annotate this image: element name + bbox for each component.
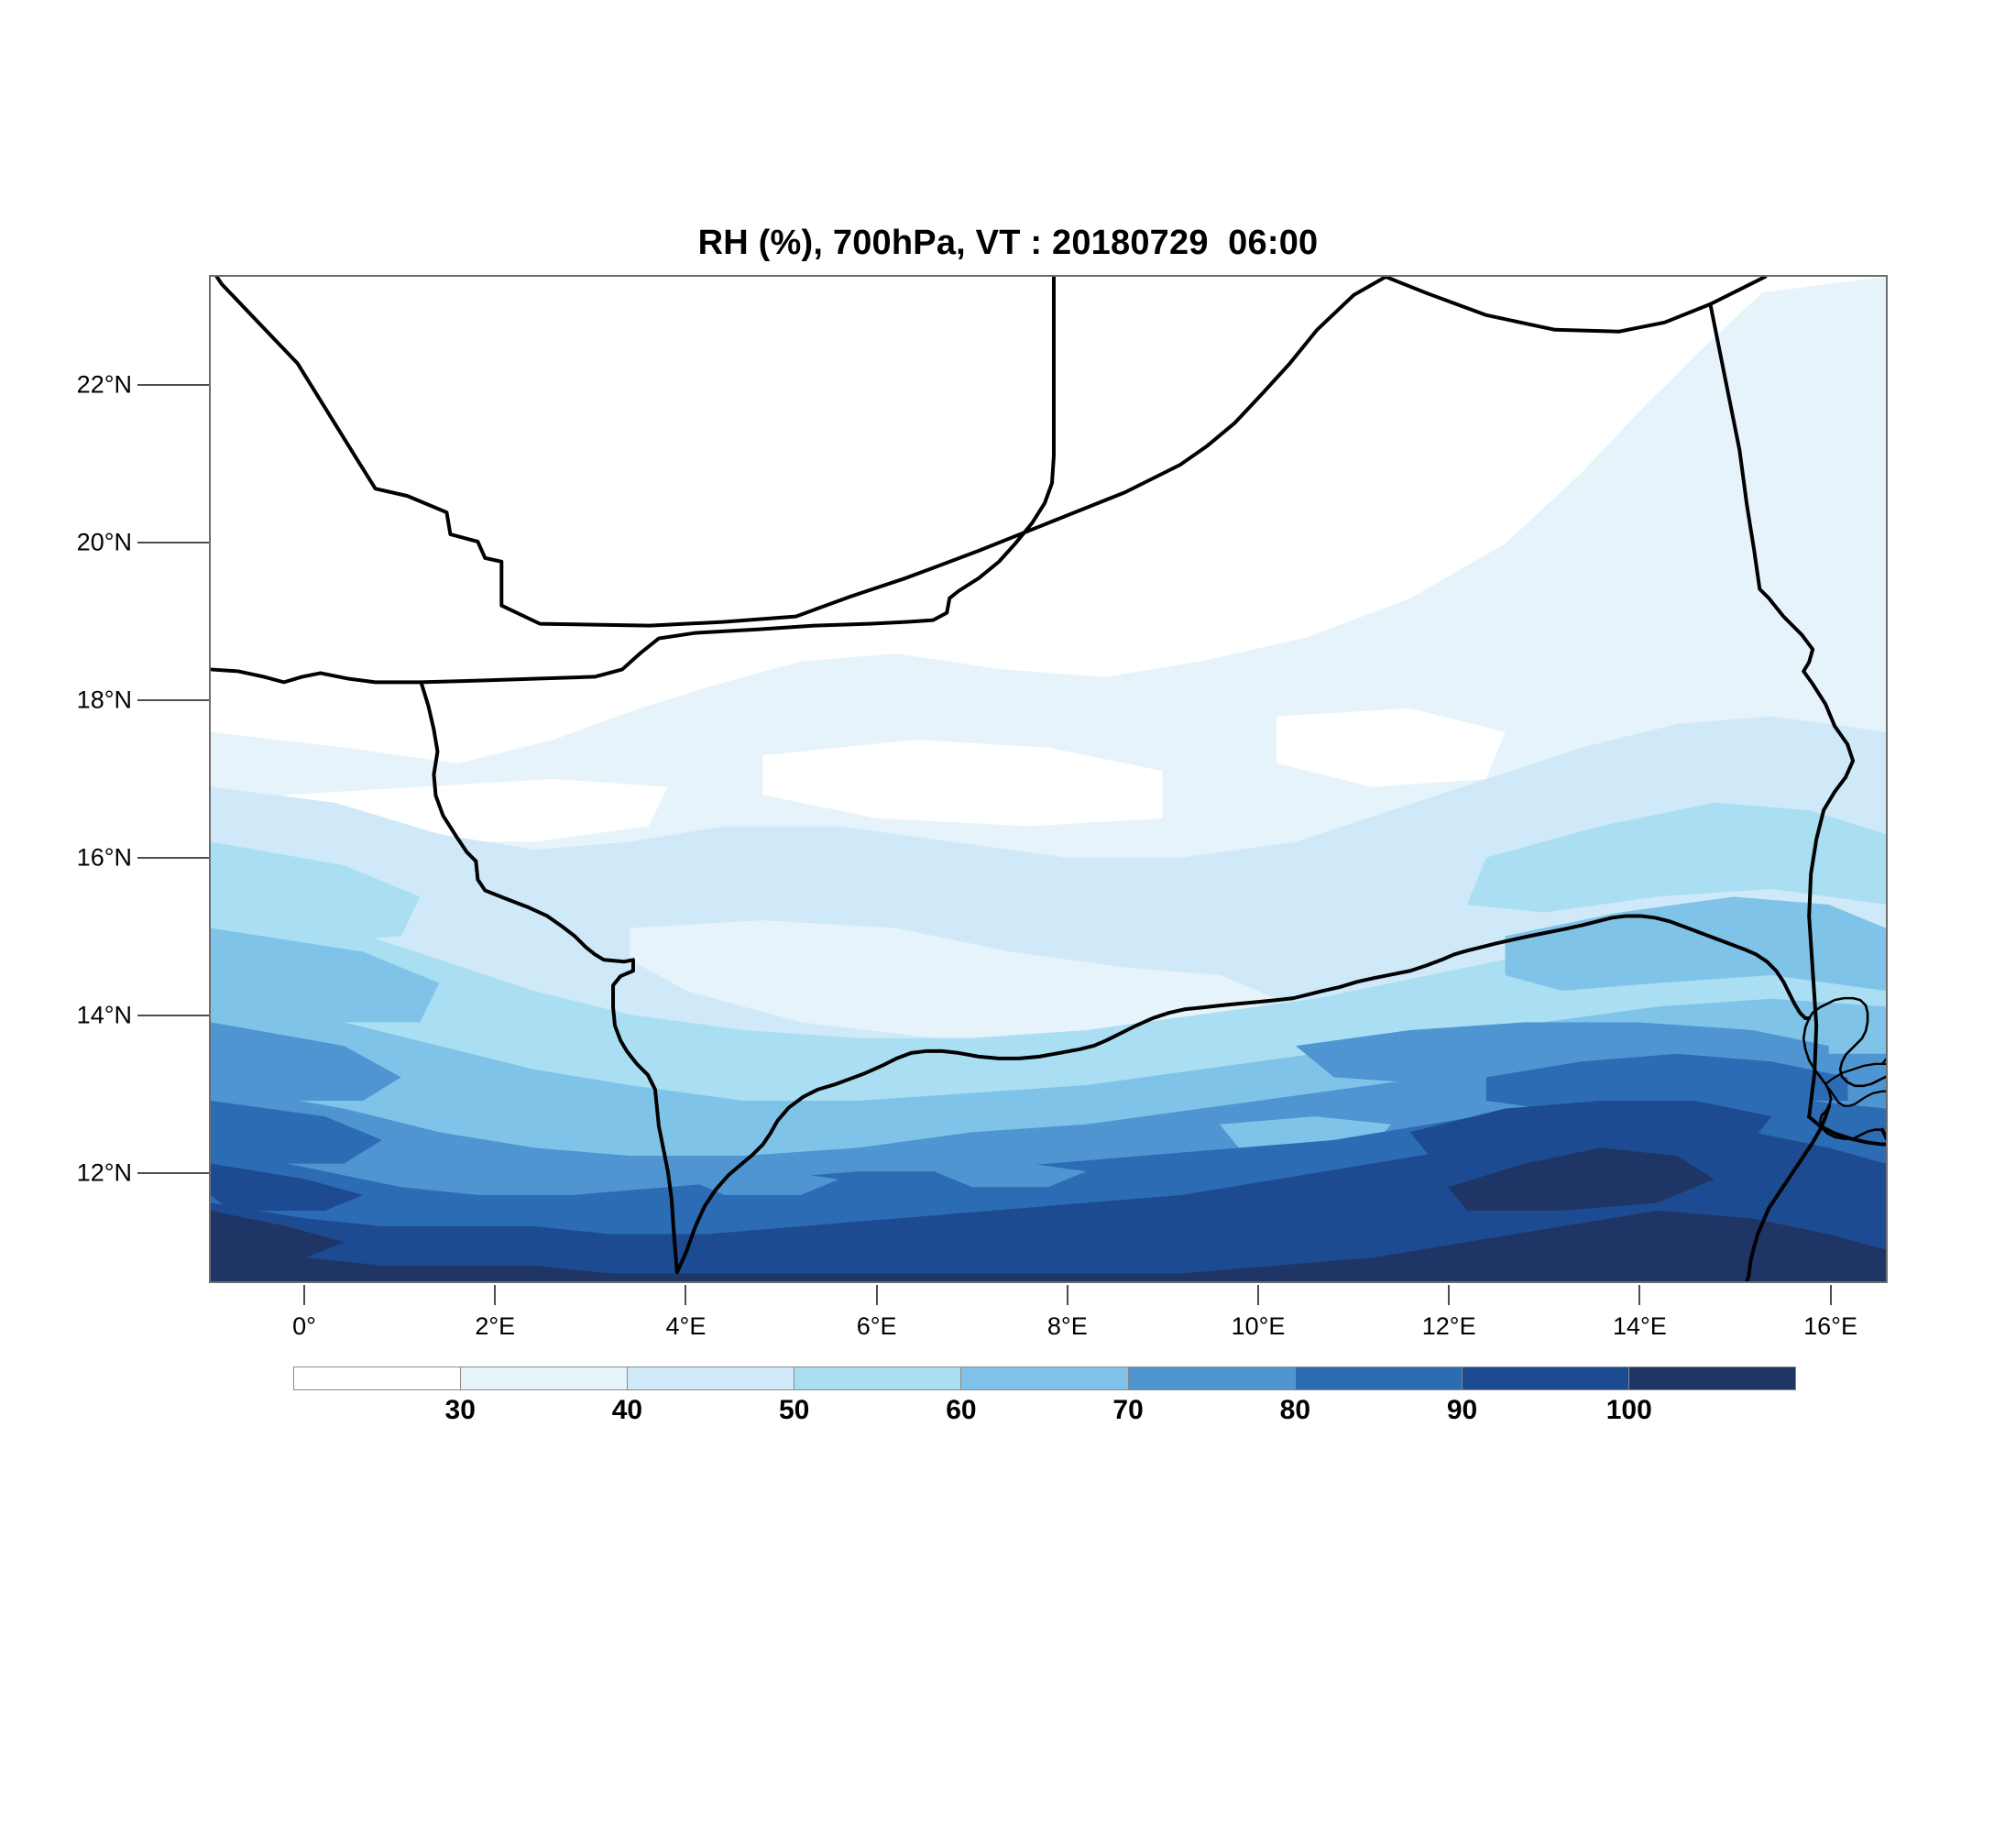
colorbar[interactable] [293,1367,1796,1390]
colorbar-tick-60: 60 [946,1395,977,1425]
ytick-mark [137,1014,209,1016]
xtick-label-10E: 10°E [1231,1312,1286,1340]
colorbar-swatch-5[interactable] [1128,1367,1296,1389]
colorbar-tick-30: 30 [444,1395,476,1425]
rh-band-50-60-ne-streak [1467,802,1886,913]
xtick-label-0: 0° [292,1312,316,1340]
rh-band-above-100 [211,1210,1886,1281]
ytick-label-18N: 18°N [76,686,132,714]
xtick-label-14E: 14°E [1612,1312,1667,1340]
rh-band-30-40-ne-lobe [1467,277,1886,638]
rh-band-80-90-lakechad-lobe [1485,1053,1848,1109]
colorbar-swatch-8[interactable] [1628,1367,1795,1389]
colorbar-swatch-1[interactable] [461,1367,629,1389]
xtick-mark [1066,1285,1068,1305]
ytick-label-20N: 20°N [76,528,132,556]
colorbar-swatch-6[interactable] [1295,1367,1463,1389]
relative-humidity-field [211,277,1886,1281]
colorbar-tick-50: 50 [778,1395,810,1425]
colorbar-swatch-7[interactable] [1462,1367,1629,1389]
xtick-mark [494,1285,497,1305]
rh-hole-70-in-80-b [934,1163,1087,1188]
ytick-mark [137,384,209,387]
rh-core-above-100-chad [1448,1147,1715,1211]
rh-band-90-100-west-core [211,1163,364,1211]
rh-band-80-90-west-lobe [211,1101,382,1164]
xtick-label-4E: 4°E [665,1312,707,1340]
xtick-mark [303,1285,306,1305]
page-title: RH (%), 700hPa, VT : 20180729 06:00 [697,224,1319,262]
xtick-label-2E: 2°E [475,1312,516,1340]
ytick-label-22N: 22°N [76,370,132,399]
country-borders-overlay [211,277,1886,1281]
xtick-mark [1638,1285,1641,1305]
xtick-label-12E: 12°E [1421,1312,1476,1340]
ytick-label-14N: 14°N [76,1001,132,1029]
rh-band-60-70-west-lobe [211,927,440,1023]
xtick-label-6E: 6°E [856,1312,897,1340]
xtick-label-8E: 8°E [1046,1312,1088,1340]
colorbar-tick-40: 40 [611,1395,643,1425]
ytick-label-16N: 16°N [76,843,132,872]
xtick-label-16E: 16°E [1803,1312,1857,1340]
ytick-mark [137,856,209,859]
colorbar-tick-70: 70 [1112,1395,1144,1425]
rh-core-above-100-west [211,1210,345,1258]
rh-band-90-100-lakechad-core [1409,1101,1772,1156]
rh-slot-40-inner [630,920,1277,1047]
ytick-mark [137,699,209,702]
colorbar-swatch-2[interactable] [628,1367,795,1389]
ytick-label-12N: 12°N [76,1158,132,1187]
map-plot-area [209,275,1888,1283]
rh-dry-intrusion-ne [1276,708,1506,787]
colorbar-swatch-3[interactable] [794,1367,962,1389]
colorbar-tick-100: 100 [1605,1395,1652,1425]
ytick-mark [137,542,209,544]
xtick-mark [1257,1285,1259,1305]
colorbar-tick-90: 90 [1446,1395,1478,1425]
rh-dry-intrusion-north-central [762,740,1163,827]
xtick-mark [685,1285,687,1305]
xtick-mark [1829,1285,1832,1305]
rh-band-50-60-west-lobe [211,841,421,944]
colorbar-swatch-0[interactable] [294,1367,462,1389]
colorbar-swatch-4[interactable] [961,1367,1129,1389]
xtick-mark [1448,1285,1451,1305]
colorbar-tick-80: 80 [1279,1395,1311,1425]
xtick-mark [875,1285,878,1305]
rh-band-70-80-west-lobe [211,1022,401,1102]
ytick-mark [137,1171,209,1174]
